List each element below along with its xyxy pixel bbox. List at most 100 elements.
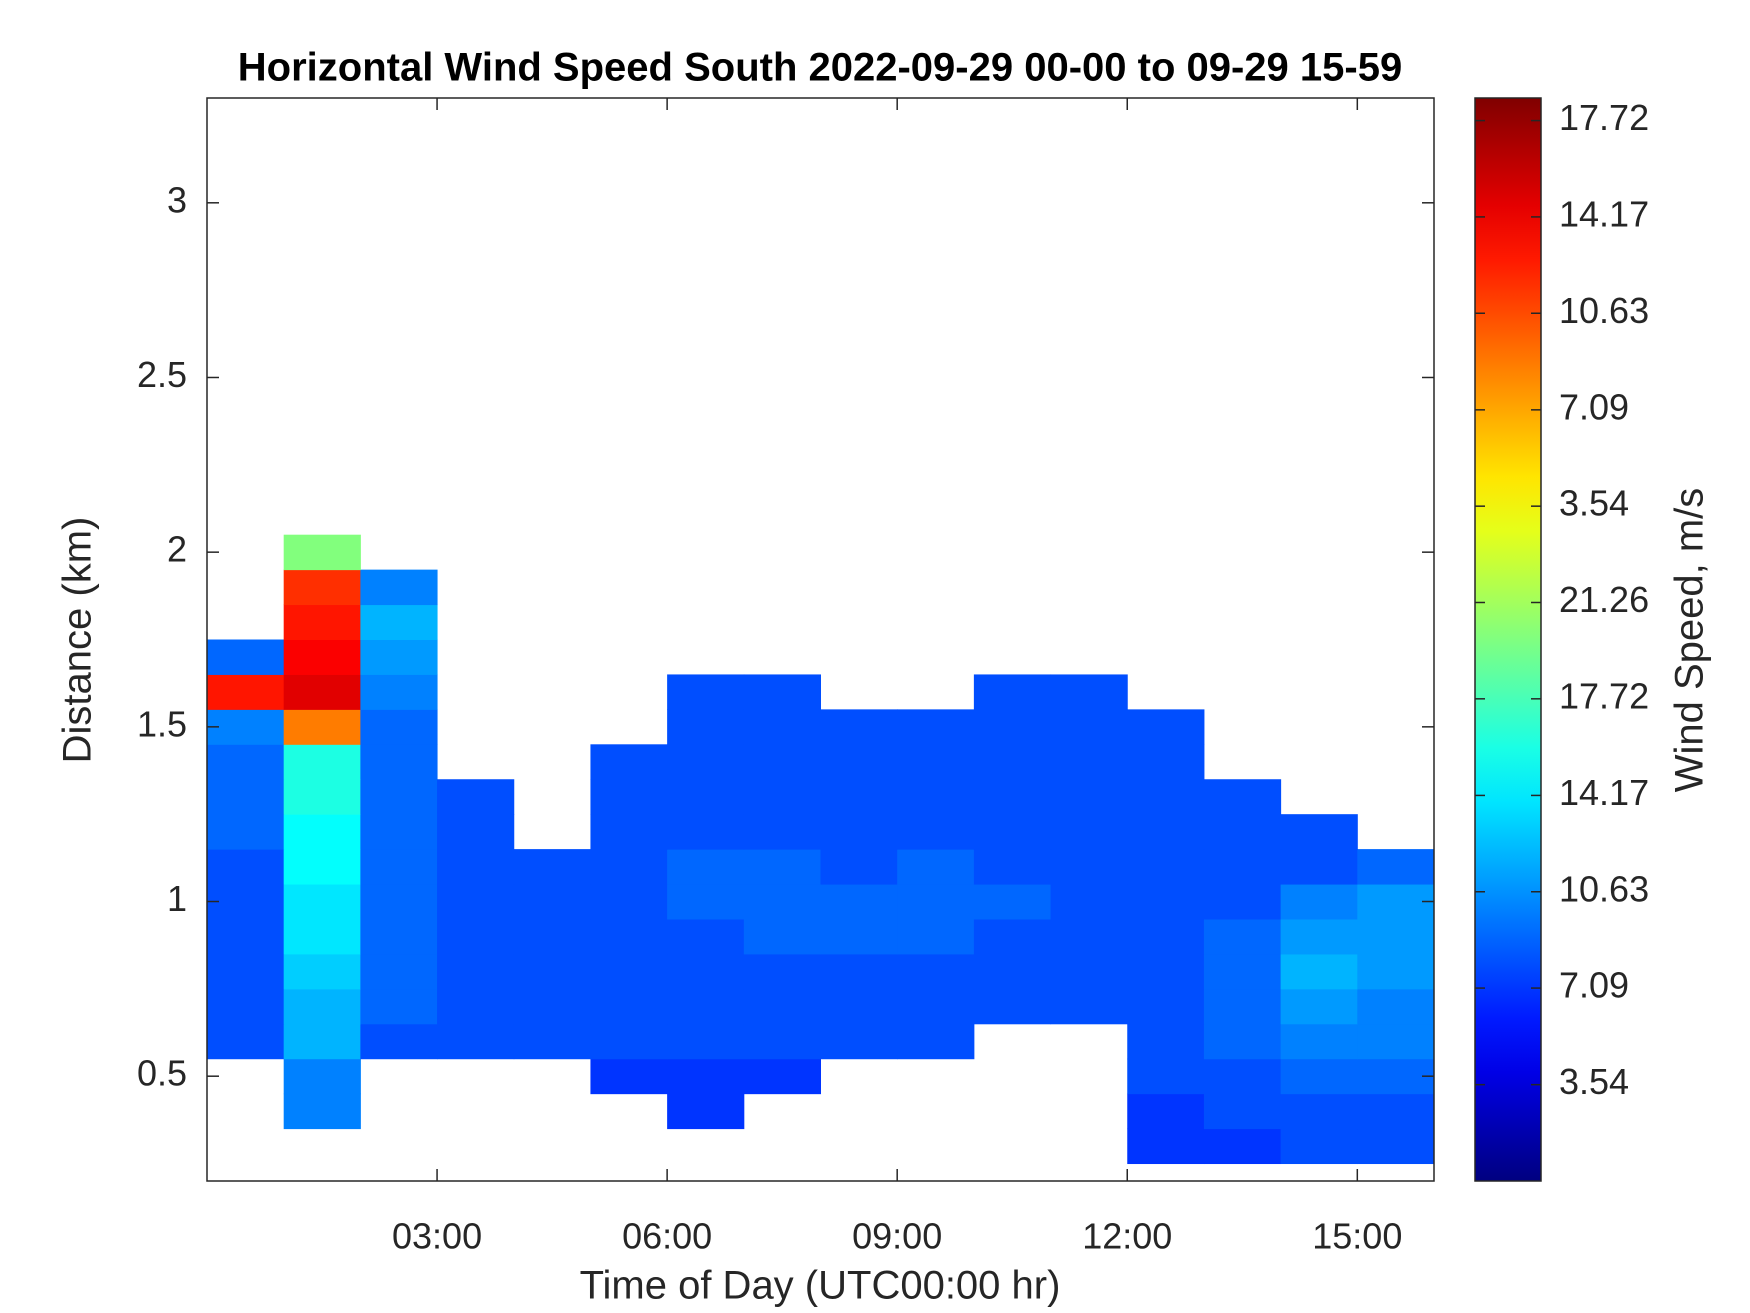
heatmap-cell — [283, 744, 361, 780]
heatmap-cell — [1127, 709, 1205, 745]
heatmap-cell — [360, 814, 438, 850]
heatmap-cell — [283, 884, 361, 920]
heatmap-cell — [437, 918, 515, 955]
colorbar-tick-label: 3.54 — [1559, 483, 1629, 524]
heatmap-cell — [437, 1023, 515, 1060]
heatmap-cell — [1050, 918, 1128, 955]
heatmap-cell — [513, 1023, 591, 1060]
heatmap-cell — [360, 918, 438, 955]
colorbar-label: Wind Speed, m/s — [1668, 488, 1712, 793]
heatmap-cell — [590, 1023, 668, 1060]
heatmap-cell — [207, 639, 285, 675]
heatmap-cell — [897, 1023, 975, 1060]
heatmap-cell — [590, 1058, 668, 1095]
colorbar-tick-label: 3.54 — [1559, 1061, 1629, 1102]
heatmap-cell — [1280, 988, 1358, 1025]
heatmap-cell — [1050, 674, 1128, 710]
heatmap-cell — [667, 953, 745, 990]
heatmap-cell — [897, 814, 975, 850]
colorbar-tick-label: 14.17 — [1559, 193, 1649, 234]
heatmap-cell — [973, 744, 1052, 780]
heatmap-cell — [1357, 1093, 1435, 1130]
heatmap-cell — [973, 814, 1052, 850]
heatmap-cell — [1050, 744, 1128, 780]
heatmap-cell — [283, 953, 361, 990]
heatmap-cell — [973, 988, 1052, 1025]
heatmap-cell — [283, 604, 361, 640]
heatmap-cell — [590, 849, 668, 885]
heatmap-cell — [207, 674, 285, 710]
heatmap-cell — [283, 1023, 361, 1060]
colorbar-tick-label: 17.72 — [1559, 675, 1649, 716]
colorbar-tick-label: 17.72 — [1559, 97, 1649, 138]
heatmap-cell — [667, 709, 745, 745]
heatmap-cell — [1203, 849, 1282, 885]
colorbar-tick-label: 10.63 — [1559, 868, 1649, 909]
heatmap-cell — [667, 814, 745, 850]
heatmap-cell — [590, 744, 668, 780]
heatmap-cell — [1127, 1058, 1205, 1095]
heatmap-cell — [667, 884, 745, 920]
heatmap-cell — [1357, 1058, 1435, 1095]
heatmap-cell — [1203, 814, 1282, 850]
heatmap-cell — [897, 779, 975, 815]
heatmap-cell — [590, 953, 668, 990]
heatmap-cell — [743, 849, 821, 885]
heatmap-cell — [513, 884, 591, 920]
heatmap-cell — [667, 1023, 745, 1060]
heatmap-cell — [667, 918, 745, 955]
heatmap-cell — [1203, 918, 1282, 955]
heatmap-cell — [590, 779, 668, 815]
y-tick-label: 1 — [167, 878, 187, 919]
heatmap-cell — [973, 953, 1052, 990]
heatmap-cell — [283, 849, 361, 885]
heatmap-cell — [590, 918, 668, 955]
heatmap-cell — [1127, 1093, 1205, 1130]
heatmap-cell — [1280, 814, 1358, 850]
heatmap-cell — [1050, 709, 1128, 745]
heatmap-cell — [437, 988, 515, 1025]
heatmap-cell — [360, 674, 438, 710]
heatmap-cell — [897, 744, 975, 780]
heatmap-cell — [897, 988, 975, 1025]
x-axis-label: Time of Day (UTC00:00 hr) — [580, 1264, 1061, 1308]
colorbar-frame — [1474, 97, 1542, 1182]
chart-title: Horizontal Wind Speed South 2022-09-29 0… — [238, 46, 1402, 90]
colorbar-tick-label: 21.26 — [1559, 579, 1649, 620]
heatmap-cell — [283, 534, 361, 571]
heatmap-cell — [897, 884, 975, 920]
heatmap-cell — [1357, 988, 1435, 1025]
heatmap-cell — [1280, 884, 1358, 920]
heatmap-cell — [1357, 1023, 1435, 1060]
heatmap-cell — [1357, 849, 1435, 885]
heatmap-cell — [1127, 849, 1205, 885]
heatmap-cell — [667, 1058, 745, 1095]
heatmap-cell — [743, 1058, 821, 1095]
heatmap-cell — [360, 779, 438, 815]
heatmap-cell — [1203, 953, 1282, 990]
heatmap-cell — [897, 918, 975, 955]
heatmap-cell — [283, 988, 361, 1025]
heatmap-cell — [513, 988, 591, 1025]
heatmap-cell — [1357, 918, 1435, 955]
heatmap-cell — [590, 814, 668, 850]
heatmap-cell — [1280, 953, 1358, 990]
heatmap-cell — [667, 744, 745, 780]
heatmap-cell — [1357, 953, 1435, 990]
y-tick-label: 3 — [167, 179, 187, 220]
heatmap-cell — [360, 1023, 438, 1060]
heatmap-cell — [973, 849, 1052, 885]
heatmap-cell — [743, 953, 821, 990]
heatmap-cell — [207, 849, 285, 885]
heatmap-cell — [590, 884, 668, 920]
heatmap-cell — [820, 918, 898, 955]
heatmap-cell — [820, 779, 898, 815]
heatmap-cell — [1050, 814, 1128, 850]
heatmap-cell — [897, 849, 975, 885]
heatmap-cell — [437, 849, 515, 885]
heatmap-cell — [743, 709, 821, 745]
heatmap-cell — [820, 988, 898, 1025]
heatmap-cell — [973, 779, 1052, 815]
heatmap-cell — [283, 1093, 361, 1130]
colorbar-tick-label: 7.09 — [1559, 386, 1629, 427]
